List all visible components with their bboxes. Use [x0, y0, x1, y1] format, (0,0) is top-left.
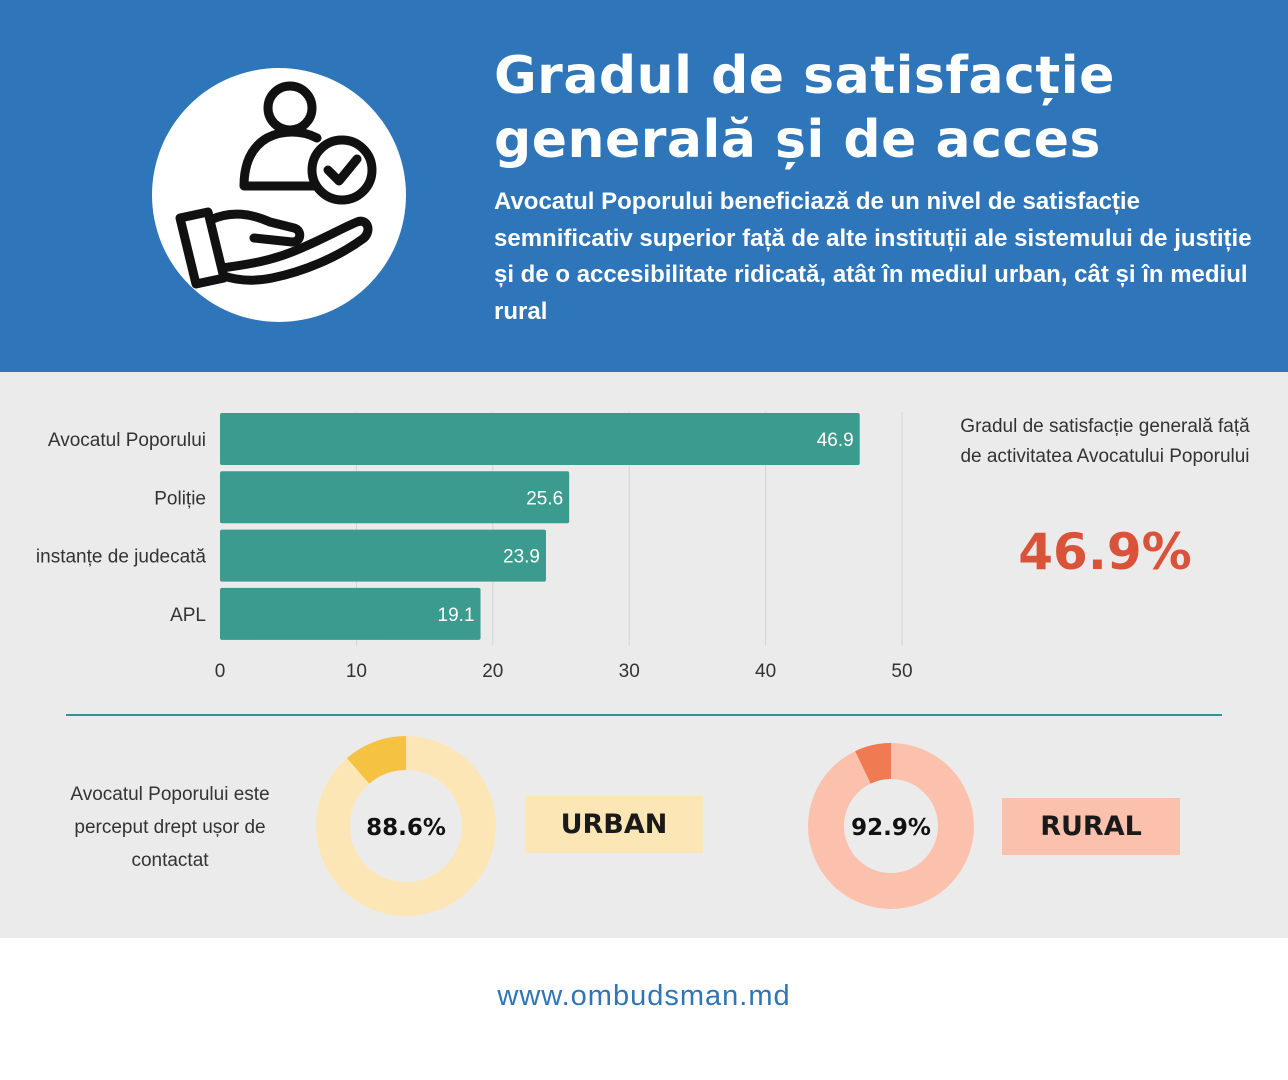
access-label: Avocatul Poporului este perceput drept u… [70, 784, 270, 871]
x-tick-label: 50 [891, 661, 912, 682]
donut-rest-segment [808, 743, 974, 909]
rural-donut-chart: 92.9% [808, 743, 974, 913]
category-label: instanțe de judecată [36, 547, 207, 568]
urban-donut-chart: 88.6% [316, 736, 496, 920]
category-label: Poliție [154, 488, 206, 509]
urban-donut-svg [316, 736, 496, 916]
page-title: Gradul de satisfacție generală și de acc… [494, 44, 1274, 172]
footer-website-link[interactable]: www.ombudsman.md [497, 980, 791, 1012]
page-subtitle: Avocatul Poporului beneficiază de un niv… [494, 188, 1252, 325]
bar-value-label: 46.9 [817, 430, 854, 451]
bar-value-label: 19.1 [438, 605, 475, 626]
rural-tag: RURAL [1002, 798, 1180, 855]
urban-tag: URBAN [525, 796, 703, 853]
kpi-label: Gradul de satisfacție generală față de a… [960, 416, 1250, 467]
donut-main-segment [808, 743, 974, 909]
section-divider [66, 714, 1222, 716]
header-banner: Gradul de satisfacție generală și de acc… [0, 0, 1288, 372]
satisfaction-icon-badge [152, 68, 406, 322]
x-tick-label: 10 [346, 661, 367, 682]
bar-value-label: 23.9 [503, 547, 540, 568]
hand-person-check-icon [175, 81, 377, 289]
donut-rest-segment [316, 736, 496, 916]
bar [220, 587, 481, 640]
content-panel: 0 10 20 30 40 50 Avocatul Poporului 46.9 Poliție… [0, 372, 1288, 938]
title-line-2: generală și de acces [494, 110, 1101, 170]
bar [220, 471, 570, 524]
category-label: APL [170, 605, 206, 626]
rural-donut-svg [808, 743, 974, 909]
kpi-value: 46.9% [1018, 523, 1192, 581]
satisfaction-bar-chart: 0 10 20 30 40 50 Avocatul Poporului 46.9 Poliție… [36, 412, 913, 682]
bar [220, 413, 860, 465]
category-label: Avocatul Poporului [48, 430, 206, 451]
x-tick-label: 30 [619, 661, 640, 682]
x-tick-label: 0 [215, 661, 226, 682]
bar [220, 529, 546, 582]
urban-donut-label: 88.6% [366, 815, 446, 841]
title-line-1: Gradul de satisfacție [494, 46, 1115, 106]
rural-donut-label: 92.9% [851, 815, 931, 841]
x-tick-label: 20 [482, 661, 503, 682]
bar-value-label: 25.6 [526, 488, 563, 509]
x-tick-label: 40 [755, 661, 776, 682]
